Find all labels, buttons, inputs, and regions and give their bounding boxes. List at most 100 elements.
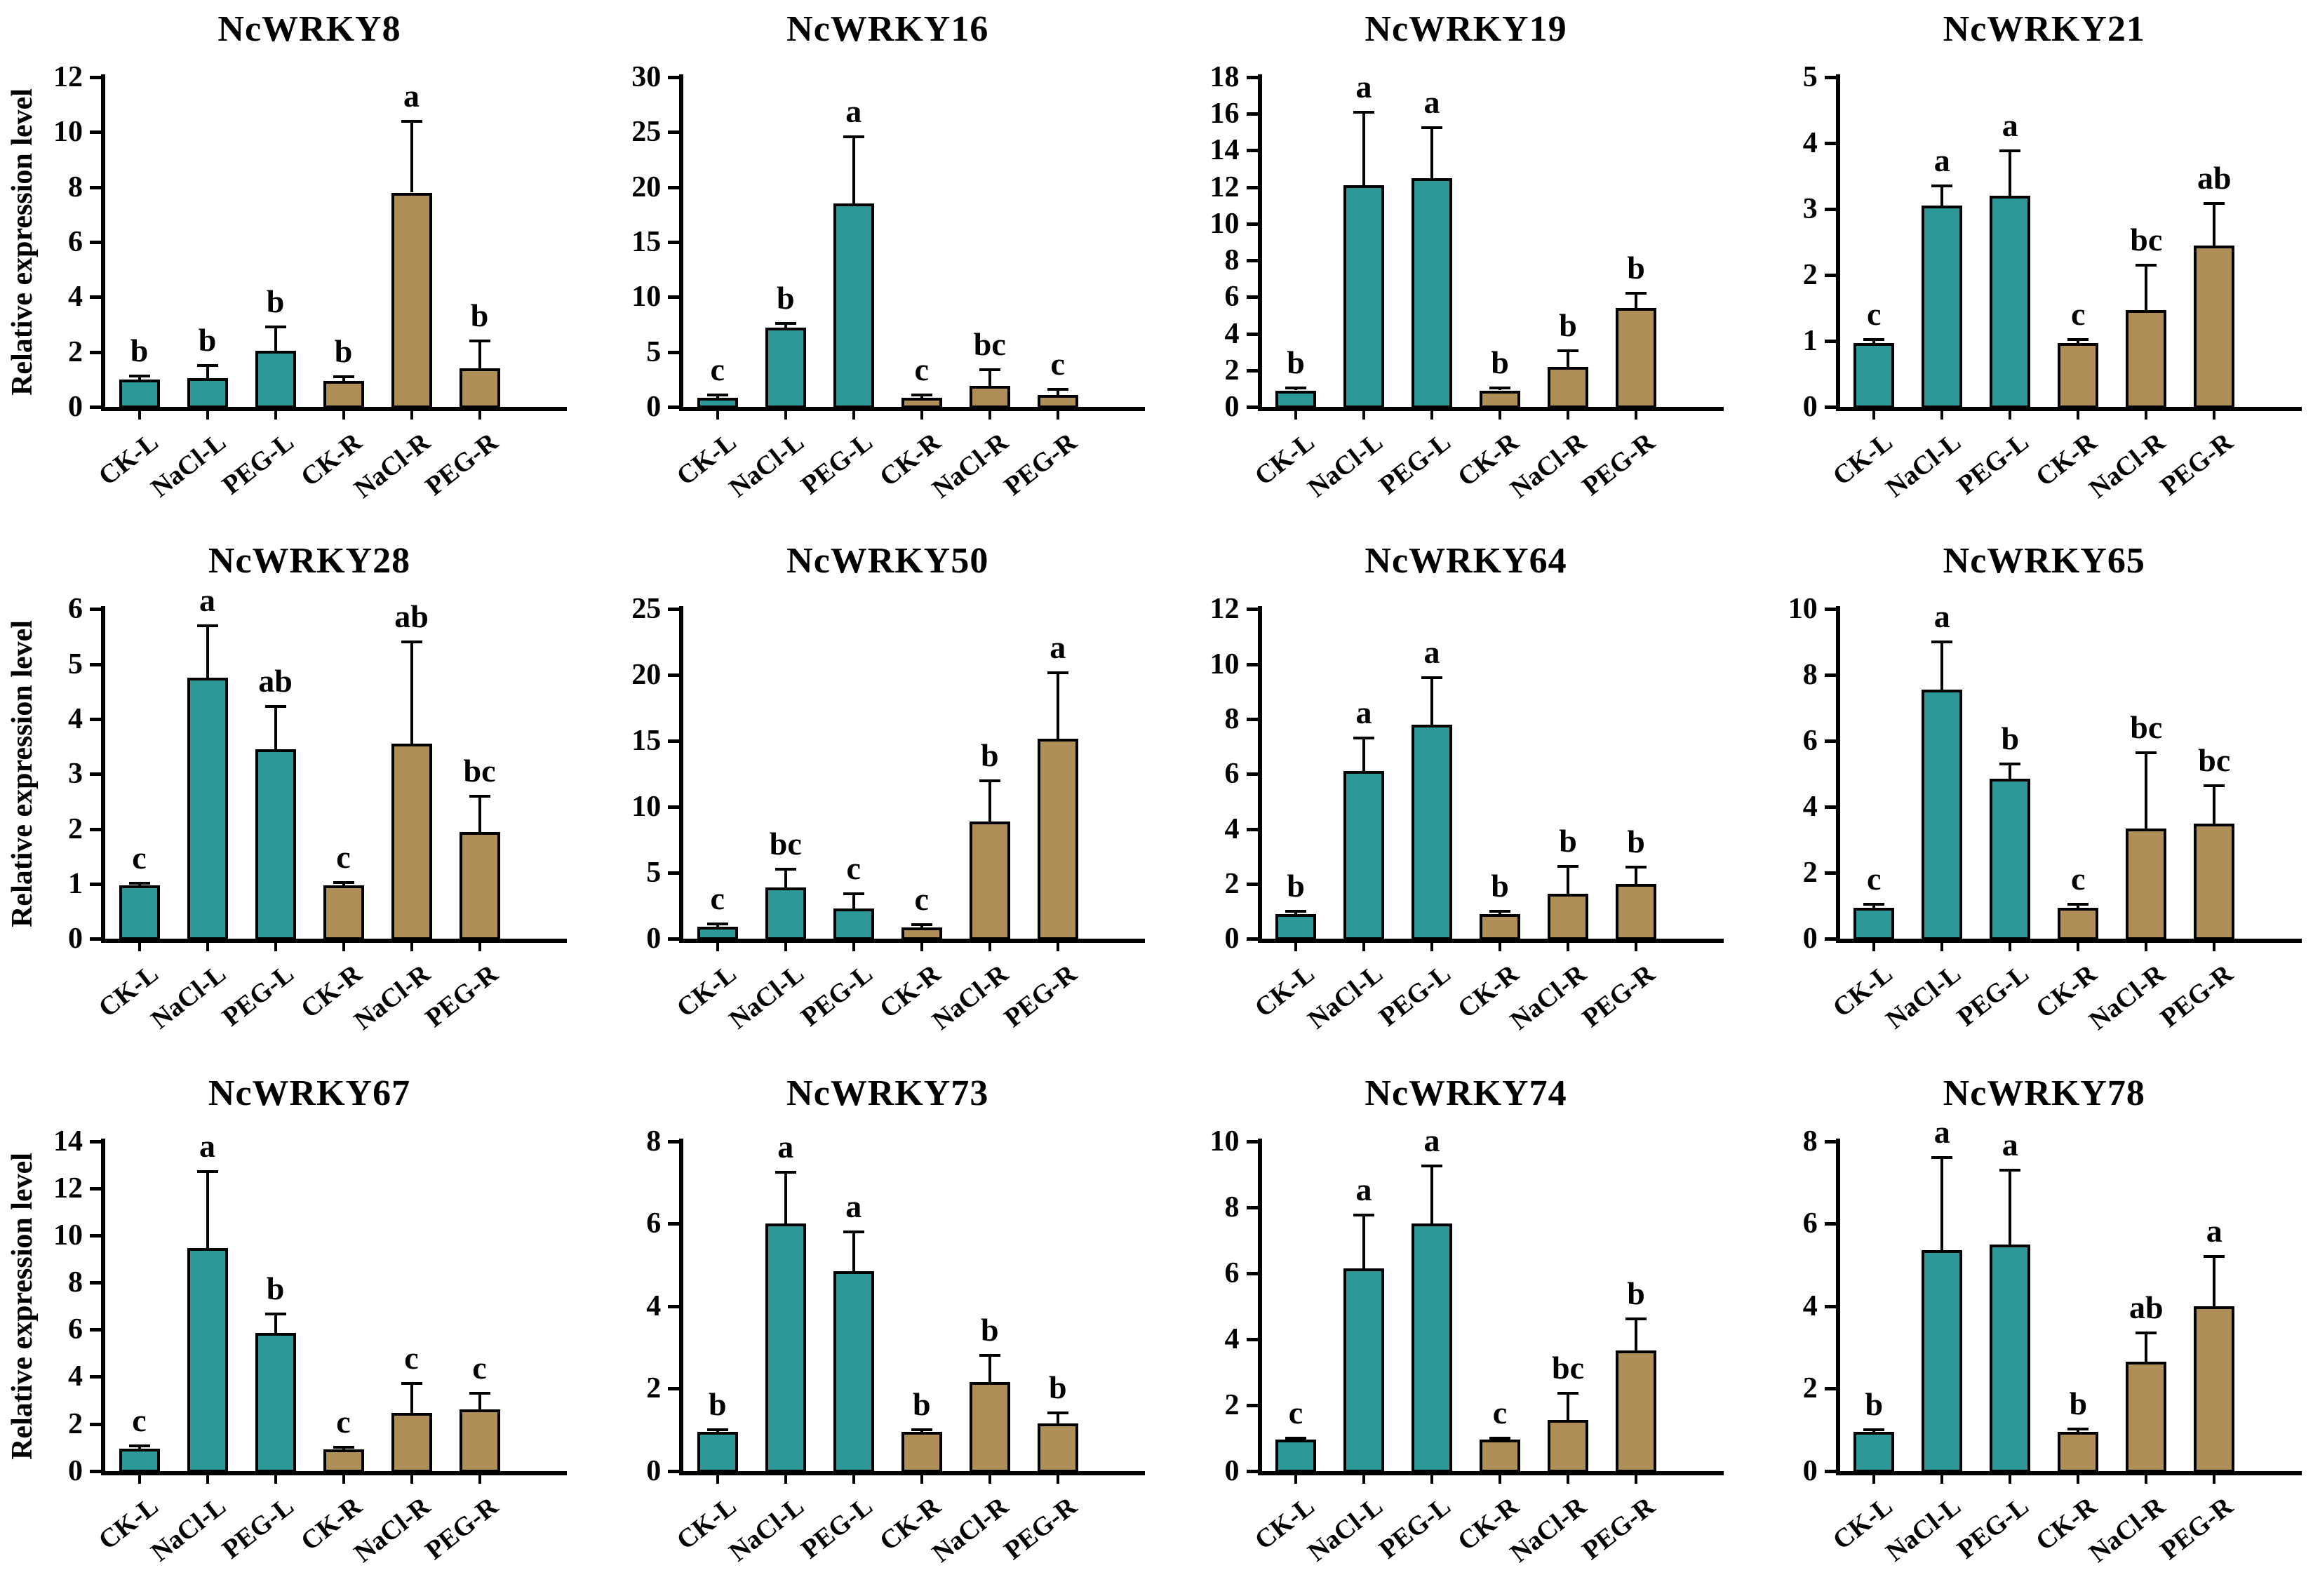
bar-CK-R — [2058, 1431, 2099, 1473]
x-tick-label: NaCl-L — [723, 1491, 810, 1567]
y-tick-mark — [1824, 1222, 1836, 1226]
error-bar-cap — [2067, 338, 2089, 342]
bar-NaCl-L — [187, 1248, 228, 1473]
y-tick-label: 4 — [68, 281, 83, 314]
error-bar-line — [2077, 340, 2080, 343]
x-tick-mark — [2077, 943, 2080, 952]
chart-title: NcWRKY65 — [1943, 541, 2145, 582]
error-bar-line — [2077, 904, 2080, 908]
y-axis-line — [1257, 74, 1262, 411]
y-tick-mark — [1246, 772, 1258, 777]
significance-letter: c — [846, 850, 861, 887]
error-bar-line — [478, 1393, 481, 1410]
y-tick-mark — [90, 241, 101, 244]
y-tick-mark — [1246, 149, 1258, 153]
error-bar-line — [1362, 112, 1365, 186]
y-tick-mark — [1246, 1337, 1258, 1341]
y-tick-mark — [1824, 673, 1836, 678]
x-tick-mark — [1362, 943, 1365, 952]
x-tick-mark — [274, 411, 277, 420]
bar-NaCl-R — [391, 744, 432, 941]
y-tick-label: 8 — [1224, 244, 1240, 277]
error-bar-cap — [1047, 387, 1068, 391]
y-tick-label: 0 — [1224, 391, 1240, 423]
x-tick-label: PEG-R — [2154, 1491, 2239, 1566]
x-tick-mark — [478, 411, 481, 420]
error-bar-cap — [1489, 387, 1510, 390]
error-bar-cap — [843, 892, 864, 896]
chart-NcWRKY21: NcWRKY21 0 1 2 3 4 5 c CK-L a NaCl-L a PEG-L c CK-R bc N… — [1735, 0, 2313, 532]
error-bar-cap — [1999, 149, 2021, 153]
y-tick-label: 10 — [1209, 648, 1240, 680]
bar-CK-R — [2058, 342, 2099, 408]
y-tick-mark — [668, 805, 680, 810]
significance-letter: c — [1867, 296, 1882, 333]
x-tick-mark — [784, 411, 787, 420]
error-bar-cap — [2136, 751, 2157, 754]
bar-CK-L — [119, 379, 160, 408]
error-bar-cap — [1625, 866, 1647, 869]
x-tick-mark — [1940, 1475, 1944, 1484]
error-bar-line — [852, 136, 855, 204]
y-tick-mark — [90, 717, 101, 721]
bar-NaCl-R — [2126, 309, 2167, 408]
error-bar-cap — [1625, 292, 1647, 295]
significance-letter: bc — [973, 326, 1006, 362]
error-bar-line — [920, 394, 923, 398]
bar-CK-L — [1275, 390, 1316, 408]
bar-PEG-R — [459, 368, 500, 408]
x-tick-mark — [988, 411, 991, 420]
y-tick-label: 5 — [1802, 61, 1818, 93]
x-tick-label: NaCl-R — [927, 1491, 1014, 1569]
y-tick-mark — [1246, 76, 1258, 79]
error-bar-cap — [1557, 349, 1578, 353]
error-bar-cap — [264, 704, 286, 708]
x-tick-label: NaCl-R — [927, 959, 1014, 1036]
significance-letter: a — [1933, 598, 1950, 635]
bar-PEG-R — [1037, 1423, 1078, 1473]
y-tick-label: 5 — [68, 648, 83, 680]
significance-letter: a — [1423, 83, 1440, 120]
x-tick-mark — [274, 1475, 277, 1484]
error-bar-cap — [911, 393, 932, 396]
y-tick-mark — [668, 1222, 680, 1226]
significance-letter: a — [1355, 1172, 1372, 1208]
x-tick-mark — [2009, 411, 2012, 420]
x-tick-mark — [852, 1475, 855, 1484]
significance-letter: ab — [2128, 1289, 2164, 1325]
significance-letter: a — [199, 1128, 215, 1165]
chart-NcWRKY50: NcWRKY50 0 5 10 15 20 25 c CK-L bc NaCl-L c PEG-L c CK… — [578, 532, 1156, 1064]
significance-letter: a — [1355, 695, 1372, 731]
y-tick-mark — [1824, 1139, 1836, 1144]
bar-NaCl-L — [1922, 1250, 1963, 1473]
x-tick-label: NaCl-L — [1302, 1491, 1388, 1567]
x-axis-line — [101, 1470, 567, 1475]
bar-PEG-L — [833, 908, 874, 941]
error-bar-cap — [196, 624, 218, 627]
y-tick-mark — [90, 1281, 101, 1285]
error-bar-line — [2009, 1169, 2012, 1245]
x-axis-line — [101, 939, 567, 944]
x-tick-mark — [988, 943, 991, 952]
x-tick-mark — [1362, 1475, 1365, 1484]
significance-letter: c — [2071, 296, 2086, 333]
error-bar-line — [988, 369, 991, 387]
y-tick-label: 8 — [68, 1266, 83, 1299]
error-bar-cap — [333, 1446, 354, 1449]
x-tick-mark — [716, 943, 719, 952]
bar-CK-L — [119, 885, 160, 941]
x-tick-mark — [206, 1475, 209, 1484]
error-bar-line — [852, 1231, 855, 1271]
significance-letter: b — [470, 297, 489, 333]
error-bar-cap — [706, 922, 728, 925]
error-bar-line — [784, 1172, 787, 1224]
significance-letter: ab — [2197, 160, 2232, 196]
error-bar-cap — [911, 923, 932, 926]
y-tick-label: 15 — [631, 226, 662, 258]
x-tick-label: NaCl-R — [927, 427, 1014, 504]
chart-NcWRKY28: NcWRKY28 Relative expression level 0 1 2 3 4 5 6… — [0, 532, 578, 1064]
error-bar-cap — [401, 1382, 422, 1386]
error-bar-line — [1940, 1158, 1944, 1251]
bar-CK-L — [697, 1431, 738, 1473]
error-bar-line — [1567, 1393, 1569, 1420]
